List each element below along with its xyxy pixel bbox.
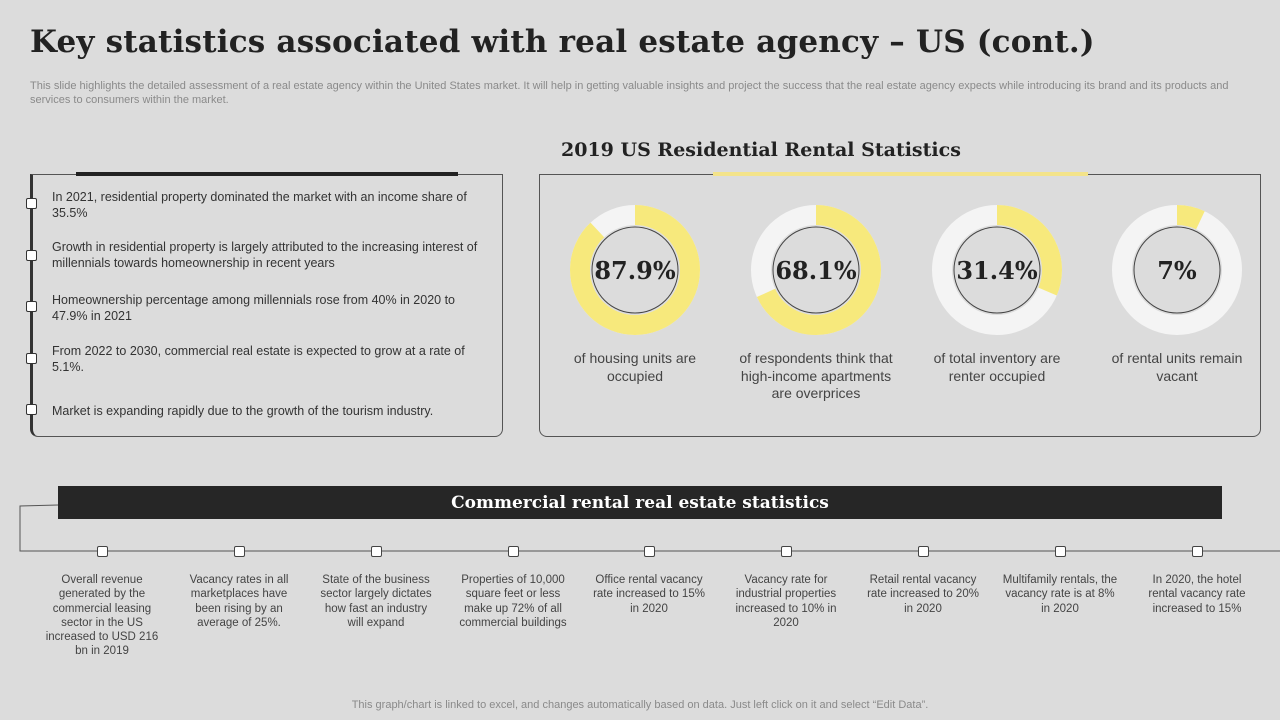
timeline-marker-icon (781, 546, 792, 557)
timeline-marker-icon (371, 546, 382, 557)
timeline-item: Vacancy rate for industrial properties i… (735, 574, 837, 629)
bullet-marker-icon (26, 198, 37, 209)
footer-note: This graph/chart is linked to excel, and… (351, 699, 929, 711)
timeline-marker-icon (1055, 546, 1066, 557)
donut-label: of housing units are occupied (573, 350, 697, 384)
donut-label: of respondents think that high-income ap… (739, 350, 893, 401)
donut-chart-renter-occupied: 31.4% (930, 203, 1064, 337)
bullet-marker-icon (26, 301, 37, 312)
donut-chart-vacant: 7% (1110, 203, 1244, 337)
timeline-marker-icon (97, 546, 108, 557)
timeline-item: Properties of 10,000 square feet or less… (459, 574, 567, 629)
donut-value: 68.1% (775, 255, 857, 285)
donut-arc (751, 205, 881, 335)
timeline-item: Overall revenue generated by the commerc… (45, 574, 159, 658)
rental-stats-heading: 2019 US Residential Rental Statistics (561, 139, 961, 161)
timeline-item: In 2020, the hotel rental vacancy rate i… (1148, 574, 1246, 615)
donut-value: 31.4% (956, 255, 1038, 285)
timeline-item: Office rental vacancy rate increased to … (593, 574, 705, 615)
donut-label: of total inventory are renter occupied (933, 350, 1061, 384)
rental-stats-accent-bar (713, 172, 1088, 176)
timeline-item: Multifamily rentals, the vacancy rate is… (1002, 574, 1118, 615)
bullet-panel-accent-bar (76, 172, 458, 176)
timeline-item: Retail rental vacancy rate increased to … (867, 574, 979, 615)
donut-arc (1112, 205, 1242, 335)
donut-hole (591, 226, 679, 314)
page-subtitle: This slide highlights the detailed asses… (30, 80, 1229, 106)
timeline-marker-icon (508, 546, 519, 557)
bullet-marker-icon (26, 353, 37, 364)
timeline-marker-icon (644, 546, 655, 557)
donut-svg (1112, 205, 1242, 335)
commercial-heading-bar: Commercial rental real estate statistics (58, 486, 1222, 519)
donut-value: 7% (1157, 255, 1197, 285)
donut-svg (932, 205, 1062, 335)
bullet-item: Homeownership percentage among millennia… (52, 293, 455, 323)
bullet-item: Market is expanding rapidly due to the g… (52, 404, 434, 418)
donut-label: of rental units remain vacant (1111, 350, 1243, 384)
bullet-item: From 2022 to 2030, commercial real estat… (52, 344, 465, 374)
donut-hole (953, 226, 1041, 314)
bullet-item: In 2021, residential property dominated … (52, 190, 467, 220)
timeline-marker-icon (234, 546, 245, 557)
donut-arc (570, 205, 700, 335)
donut-svg (570, 205, 700, 335)
timeline-marker-icon (1192, 546, 1203, 557)
donut-chart-overpriced: 68.1% (749, 203, 883, 337)
donut-hole (772, 226, 860, 314)
donut-value: 87.9% (594, 255, 676, 285)
donut-svg (751, 205, 881, 335)
bullet-item: Growth in residential property is largel… (52, 240, 478, 270)
page-title: Key statistics associated with real esta… (30, 24, 1095, 60)
timeline-item: Vacancy rates in all marketplaces have b… (189, 574, 289, 629)
donut-hole (1133, 226, 1221, 314)
donut-chart-occupied: 87.9% (568, 203, 702, 337)
donut-arc (932, 205, 1062, 335)
timeline-item: State of the business sector largely dic… (320, 574, 432, 629)
bullet-marker-icon (26, 404, 37, 415)
bullet-marker-icon (26, 250, 37, 261)
timeline-marker-icon (918, 546, 929, 557)
